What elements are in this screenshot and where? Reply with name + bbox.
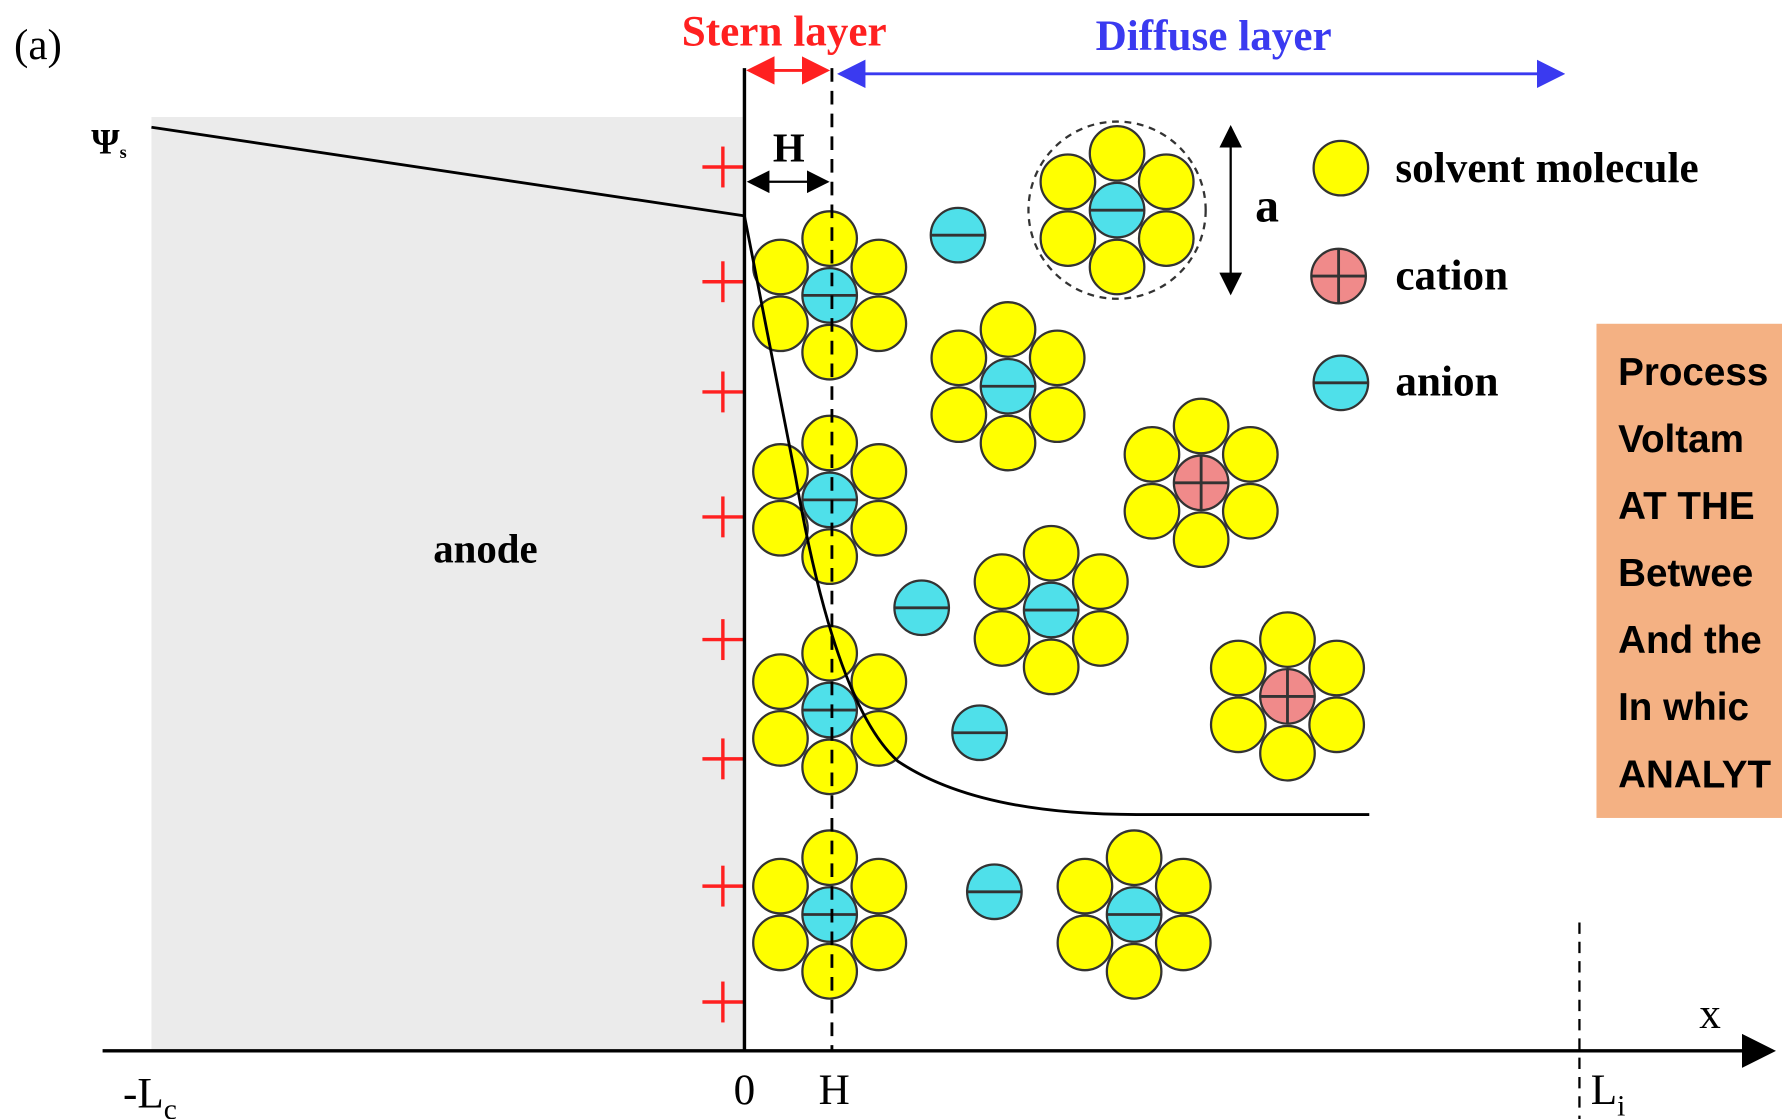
solvent-molecule [802,740,857,795]
solvent-molecule [1223,427,1278,482]
axis-right-symbol: L [1591,1067,1617,1114]
solvent-molecule [852,297,907,352]
panel-label: (a) [14,22,62,69]
note-line: And the [1618,619,1762,662]
solvent-molecule [753,501,808,556]
size-label: a [1255,180,1279,233]
solvent-molecule [1058,859,1113,914]
solvent-molecule [1030,331,1085,386]
solvent-molecule [1024,640,1079,695]
solvent-molecule [753,444,808,499]
solvent-molecule [1041,155,1096,210]
axis-left-symbol: -L [123,1071,164,1118]
solvent-molecule [802,325,857,380]
solvent-molecule [1174,512,1229,567]
solvent-molecule [1041,211,1096,266]
solvent-molecule [1073,611,1128,666]
solvent-molecule [1090,240,1145,295]
solvent-molecule [802,211,857,266]
solvent-molecule [1125,427,1180,482]
solvent-molecule [1211,698,1266,753]
solvent-molecule [802,830,857,885]
solvent-molecule [1223,484,1278,539]
legend-label: solvent molecule [1395,145,1698,192]
anode-label: anode [433,526,537,571]
solvent-molecule [852,240,907,295]
psi-symbol: Ψ [91,121,120,161]
diffuse-label: Diffuse layer [1096,13,1332,60]
solvent-molecule [1174,399,1229,454]
solvent-molecule [981,416,1036,471]
solvent-molecule [1309,698,1364,753]
molecules [702,122,1368,1023]
solvent-molecule [753,859,808,914]
solvent-molecule [1156,859,1211,914]
diagram: (a) Stern layer Diffuse layer Ψs H a sol… [0,0,1782,1119]
solvent-molecule [1260,726,1315,781]
solvent-molecule [1211,641,1266,696]
axis-label: Li [1591,1067,1626,1119]
solvent-molecule [802,626,857,681]
solvent-molecule [753,916,808,971]
note-line: ANALYT [1618,753,1771,796]
solvent-molecule [802,944,857,999]
solvent-molecule [975,611,1030,666]
solvent-molecule [981,302,1036,357]
axis-label: 0 [734,1067,756,1114]
solvent-molecule [1156,916,1211,971]
solvent-molecule [1260,612,1315,667]
solvent-molecule [1024,526,1079,581]
legend-label: cation [1395,253,1508,300]
solvent-molecule [1139,155,1194,210]
solvent-molecule [1030,387,1085,442]
psi-label: Ψs [91,121,126,162]
axis-label: -Lc [123,1071,177,1119]
solvent-molecule [1058,916,1113,971]
solvent-molecule [1139,211,1194,266]
solvent-molecule [852,501,907,556]
solvent-molecule [1107,830,1162,885]
solvent-molecule [932,387,987,442]
solvent-molecule [975,554,1030,609]
axis-left-subscript: c [164,1094,177,1119]
solvent-molecule [1073,554,1128,609]
h-label: H [773,125,805,170]
solvent-molecule [852,916,907,971]
axis-label: H [819,1067,850,1114]
solvent-molecule [753,654,808,709]
solvent-molecule [852,444,907,499]
anode-region [151,117,744,1051]
axis-right-subscript: i [1617,1091,1625,1119]
axis-variable: x [1699,991,1721,1038]
solvent-molecule [1090,126,1145,181]
solvent-molecule [1314,141,1369,196]
note-line: Process [1618,351,1768,394]
page: {"panel_label": "(a)", "stern_layer": "S… [0,0,1782,1119]
solvent-molecule [802,416,857,471]
solvent-molecule [753,240,808,295]
solvent-molecule [1309,641,1364,696]
legend-label: anion [1395,358,1498,405]
note-line: Voltam [1618,418,1744,461]
stern-label: Stern layer [682,8,887,55]
solvent-molecule [1125,484,1180,539]
note-line: In whic [1618,686,1749,729]
solvent-molecule [753,711,808,766]
note-line: Betwee [1618,552,1753,595]
solvent-molecule [852,859,907,914]
solvent-molecule [852,654,907,709]
note-line: AT THE [1618,485,1755,528]
solvent-molecule [932,331,987,386]
solvent-molecule [1107,944,1162,999]
psi-subscript: s [120,142,127,162]
